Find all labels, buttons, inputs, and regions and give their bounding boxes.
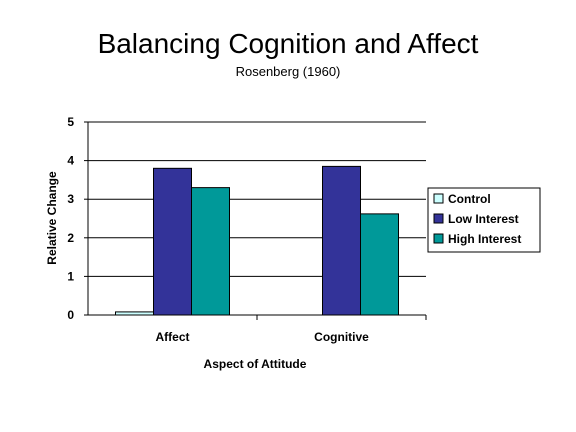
legend-label: Low Interest	[448, 212, 519, 226]
legend-swatch-control	[433, 193, 444, 204]
bars	[115, 165, 399, 316]
y-tick-label: 3	[67, 192, 74, 206]
legend: Control Low Interest High Interest	[427, 187, 541, 253]
legend-box	[427, 187, 541, 253]
legend-swatch-high-interest	[433, 233, 444, 244]
y-tick-label: 0	[67, 308, 74, 322]
y-axis-label: Relative Change	[45, 171, 59, 265]
y-tick-label: 5	[67, 115, 74, 129]
bar-high-interest-cognitive	[360, 213, 399, 316]
legend-label: Control	[448, 192, 491, 206]
y-tick-label: 1	[67, 269, 74, 283]
x-ticks: Affect Cognitive	[155, 315, 427, 344]
bar-high-interest-affect	[191, 187, 230, 316]
x-tick-label: Cognitive	[314, 330, 369, 344]
legend-label: High Interest	[448, 232, 521, 246]
chart-title: Balancing Cognition and Affect	[97, 28, 479, 59]
x-tick-label: Affect	[155, 330, 189, 344]
x-axis-label: Aspect of Attitude	[204, 357, 307, 371]
y-ticks: 0 1 2 3 4 5	[67, 115, 88, 322]
chart-subtitle: Rosenberg (1960)	[235, 64, 341, 79]
bar-low-interest-cognitive	[322, 165, 361, 316]
bar-low-interest-affect	[153, 167, 192, 316]
y-tick-label: 4	[67, 154, 74, 168]
y-tick-label: 2	[67, 231, 74, 245]
legend-swatch-low-interest	[433, 213, 444, 224]
